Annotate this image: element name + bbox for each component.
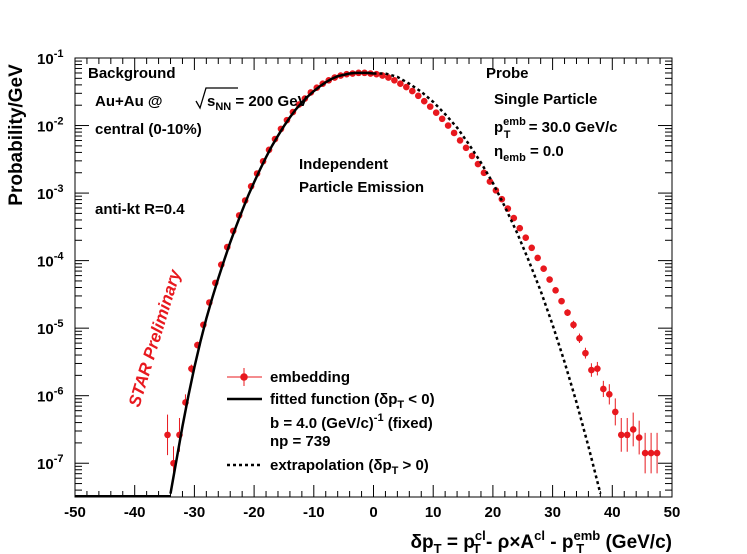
data-point xyxy=(516,224,524,232)
data-point xyxy=(462,144,470,152)
y-tick-label: 10-4 xyxy=(37,251,64,271)
data-point xyxy=(641,449,649,457)
data-point xyxy=(558,297,565,305)
x-tick-label: -50 xyxy=(64,504,86,521)
svg-text:sNN = 200 GeV: sNN = 200 GeV xyxy=(207,93,308,113)
annotation-centrality: central (0-10%) xyxy=(95,121,202,138)
data-point xyxy=(540,265,547,273)
legend-extrapolation: extrapolation (δpT > 0) xyxy=(227,457,429,477)
legend-fit: fitted function (δpT < 0) xyxy=(227,391,435,411)
data-point xyxy=(623,431,631,439)
x-tick-label: -30 xyxy=(184,504,206,521)
data-point xyxy=(635,434,643,441)
data-point xyxy=(450,129,458,137)
x-tick-label: 40 xyxy=(604,504,621,521)
data-point xyxy=(522,234,530,241)
data-point xyxy=(492,187,500,194)
annotation-model-line2: Particle Emission xyxy=(299,179,424,196)
preliminary-label: STAR Preliminary xyxy=(125,266,185,409)
series-extrapolation xyxy=(373,72,602,494)
data-point xyxy=(391,76,398,84)
x-tick-label: 10 xyxy=(425,504,442,521)
data-point xyxy=(486,178,494,185)
annotation-probe: Probe xyxy=(486,65,529,82)
axis-ticks xyxy=(74,57,673,497)
x-tick-label: -40 xyxy=(124,504,146,521)
data-point xyxy=(414,92,422,100)
annotation-collision: Au+Au @ sNN = 200 GeV xyxy=(95,87,308,113)
data-point xyxy=(456,137,464,144)
data-point xyxy=(576,334,583,342)
data-point xyxy=(426,103,434,110)
data-point xyxy=(468,152,476,160)
svg-text:fitted function (δpT < 0): fitted function (δpT < 0) xyxy=(270,391,435,411)
annotation-probe-pt: pemb T = 30.0 GeV/c xyxy=(494,116,618,141)
annotation-background: Background xyxy=(88,65,176,82)
series-fit xyxy=(169,71,374,494)
svg-text:embedding: embedding xyxy=(270,369,350,386)
annotation-algorithm: anti-kt R=0.4 xyxy=(95,201,185,218)
svg-text:extrapolation (δpT > 0): extrapolation (δpT > 0) xyxy=(270,457,429,477)
series-layer xyxy=(75,69,661,497)
data-point xyxy=(594,365,601,372)
legend-embedding: embedding xyxy=(227,368,350,386)
data-point xyxy=(420,97,428,105)
data-point xyxy=(606,391,613,398)
y-tick-labels: 10-1 10-2 10-3 10-4 10-5 10-6 10-7 xyxy=(37,48,64,473)
annotation-probe-type: Single Particle xyxy=(494,91,597,108)
y-tick-label: 10-5 xyxy=(37,318,63,338)
x-tick-label: 0 xyxy=(369,504,377,521)
legend: embedding fitted function (δpT < 0) b = … xyxy=(227,368,435,477)
x-axis-label: δpT = pcl T - ρ×Acl - pemb T (GeV/c) xyxy=(411,528,672,554)
data-point xyxy=(403,83,410,91)
annotation-model-line1: Independent xyxy=(299,156,388,173)
data-point xyxy=(409,87,416,95)
data-point xyxy=(444,122,452,129)
data-point xyxy=(534,254,541,262)
data-point xyxy=(647,449,655,457)
data-point xyxy=(164,431,171,439)
y-tick-label: 10-3 xyxy=(37,183,63,203)
data-point xyxy=(546,276,553,283)
x-tick-labels: -50 -40 -30 -20 -10 0 10 20 30 40 50 xyxy=(64,504,680,521)
data-point xyxy=(653,449,661,457)
data-point xyxy=(611,408,619,416)
data-point xyxy=(629,426,637,433)
data-point xyxy=(570,321,577,329)
x-tick-label: 20 xyxy=(485,504,502,521)
y-tick-label: 10-1 xyxy=(37,48,63,68)
x-tick-label: -10 xyxy=(303,504,325,521)
legend-b: b = 4.0 (GeV/c)-1 (fixed) xyxy=(270,412,433,432)
y-tick-label: 10-2 xyxy=(37,116,63,136)
data-point xyxy=(582,349,589,357)
legend-np: np = 739 xyxy=(270,433,330,450)
svg-text:Au+Au @: Au+Au @ xyxy=(95,93,163,110)
x-tick-label: -20 xyxy=(243,504,265,521)
x-tick-label: 30 xyxy=(544,504,561,521)
data-point xyxy=(617,431,625,439)
data-point xyxy=(397,80,404,87)
y-tick-label: 10-7 xyxy=(37,453,63,473)
y-tick-label: 10-6 xyxy=(37,386,63,406)
data-point xyxy=(600,385,607,393)
data-point xyxy=(552,287,559,294)
data-point xyxy=(588,366,595,374)
x-tick-label: 50 xyxy=(664,504,681,521)
data-point xyxy=(564,309,571,316)
data-point xyxy=(438,115,446,123)
data-point xyxy=(528,244,536,252)
data-point xyxy=(480,169,488,177)
annotation-probe-eta: ηemb = 0.0 xyxy=(494,143,564,164)
data-point xyxy=(385,74,392,81)
y-axis-label: Probability/GeV xyxy=(6,64,27,206)
data-point xyxy=(432,109,440,117)
